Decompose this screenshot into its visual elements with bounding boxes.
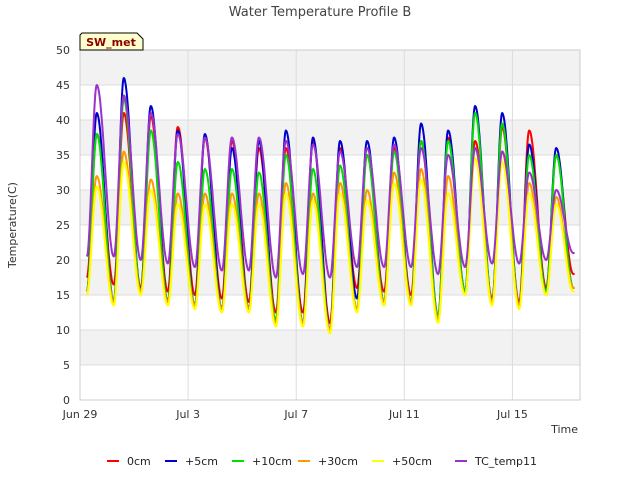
y-tick-label: 50 (56, 44, 70, 57)
plot-band (80, 85, 580, 120)
y-tick-label: 10 (56, 324, 70, 337)
y-tick-label: 40 (56, 114, 70, 127)
x-tick-label: Jul 15 (496, 408, 528, 421)
x-tick-label: Jul 11 (388, 408, 420, 421)
legend: 0cm +5cm +10cm +30cm +50cm TC_temp11 (107, 455, 537, 468)
y-axis-ticks: 0 5 10 15 20 25 30 35 40 45 50 (56, 44, 70, 407)
site-badge: SW_met (79, 32, 144, 51)
plot-band (80, 120, 580, 155)
gridlines (79, 49, 581, 401)
y-tick-label: 30 (56, 184, 70, 197)
legend-label-0cm: 0cm (127, 455, 151, 468)
y-tick-label: 15 (56, 289, 70, 302)
y-tick-label: 45 (56, 79, 70, 92)
site-badge-box (79, 32, 144, 51)
series-layer (85, 77, 576, 335)
legend-label-30cm: +30cm (318, 455, 358, 468)
y-tick-label: 5 (63, 359, 70, 372)
y-tick-label: 20 (56, 254, 70, 267)
plot-band (80, 155, 580, 190)
legend-label-50cm: +50cm (392, 455, 432, 468)
x-tick-label: Jun 29 (62, 408, 98, 421)
plot-band (80, 365, 580, 400)
y-tick-label: 25 (56, 219, 70, 232)
x-axis-ticks: Jun 29 Jul 3 Jul 7 Jul 11 Jul 15 (62, 408, 528, 421)
series-line-tc-temp11 (85, 84, 576, 279)
x-tick-label: Jul 3 (175, 408, 200, 421)
legend-label-tc-temp11: TC_temp11 (474, 455, 537, 468)
chart-title: Water Temperature Profile B (229, 5, 412, 20)
legend-label-5cm: +5cm (185, 455, 218, 468)
plot-band (80, 295, 580, 330)
y-tick-label: 0 (63, 394, 70, 407)
site-badge-label: SW_met (86, 36, 136, 49)
y-tick-label: 35 (56, 149, 70, 162)
series-line-50cm (86, 157, 576, 335)
plot-frame (79, 49, 581, 401)
legend-label-10cm: +10cm (252, 455, 292, 468)
plot-band (80, 225, 580, 260)
plot-band (80, 50, 580, 85)
y-axis-title: Temperature(C) (6, 182, 19, 269)
plot-band (80, 330, 580, 365)
x-tick-label: Jul 7 (283, 408, 308, 421)
x-axis-title: Time (550, 423, 578, 436)
